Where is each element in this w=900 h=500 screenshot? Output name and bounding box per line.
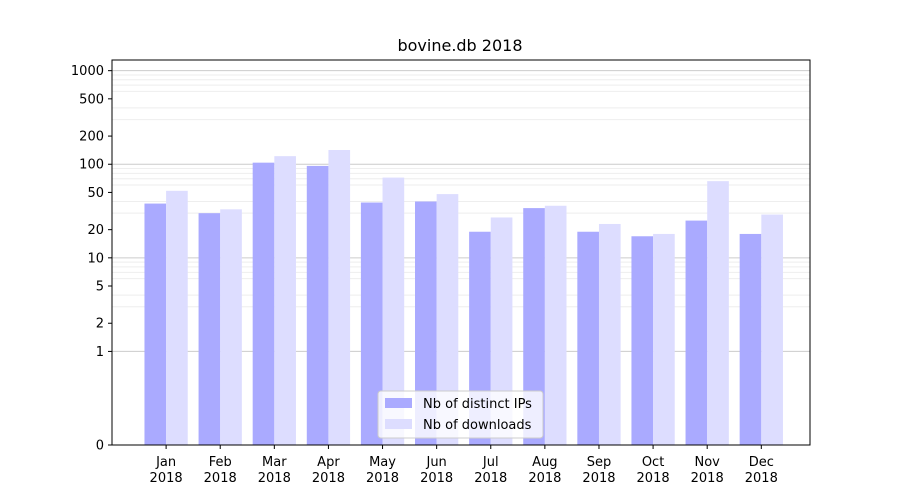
bar-ips <box>144 203 167 445</box>
bar-downloads <box>328 149 351 445</box>
x-tick-label: Sep 2018 <box>582 455 615 486</box>
y-tick-label: 0 <box>96 439 104 454</box>
y-axis: 0 1 2 5 10 20 50 100 200 500 1000 <box>71 64 112 454</box>
x-tick-label: Jul 2018 <box>474 455 507 486</box>
x-tick-label: Mar 2018 <box>258 455 291 486</box>
y-tick-label: 200 <box>79 130 104 145</box>
x-tick-label: Aug 2018 <box>528 455 561 486</box>
x-tick-label: Apr 2018 <box>312 455 345 486</box>
bar-downloads <box>382 177 405 446</box>
bar-ips <box>360 202 383 445</box>
x-tick-label: Dec 2018 <box>745 455 778 486</box>
y-tick-label: 1 <box>96 345 104 360</box>
bar-downloads <box>544 205 567 445</box>
bar-downloads <box>274 156 296 445</box>
bar-ips <box>198 213 221 445</box>
bar-downloads <box>761 214 783 445</box>
bar-ips <box>685 220 708 445</box>
legend: Nb of distinct IPs Nb of downloads <box>377 390 544 439</box>
bar-ips <box>415 201 437 445</box>
x-tick-label: Jun 2018 <box>420 455 453 486</box>
y-tick-label: 2 <box>96 317 104 332</box>
bar-ips <box>631 236 654 445</box>
bars-layer <box>144 149 783 446</box>
x-tick-label: Nov 2018 <box>691 455 724 486</box>
legend-label: Nb of distinct IPs <box>423 397 532 412</box>
bar-downloads <box>490 217 513 445</box>
y-tick-label: 10 <box>87 251 104 266</box>
y-tick-label: 20 <box>87 223 104 238</box>
bar-ips <box>523 208 545 445</box>
y-tick-label: 50 <box>87 186 104 201</box>
y-tick-label: 100 <box>79 158 104 173</box>
bar-ips <box>306 165 329 445</box>
x-axis: Jan 2018 Feb 2018 Mar 2018 Apr 2018 May 2018 Jun 20… <box>150 445 778 486</box>
legend-swatch <box>385 419 412 429</box>
legend-swatch <box>385 398 412 408</box>
bar-ips <box>252 162 275 445</box>
legend-box <box>377 390 544 439</box>
bar-ips <box>739 233 762 445</box>
legend-label: Nb of downloads <box>423 418 532 433</box>
plot-frame <box>111 59 811 446</box>
y-tick-label: 1000 <box>71 64 104 79</box>
x-tick-label: Oct 2018 <box>637 455 670 486</box>
bar-downloads <box>598 223 621 445</box>
bar-downloads <box>220 209 242 445</box>
bar-downloads <box>707 181 729 445</box>
y-tick-label: 5 <box>96 280 104 295</box>
chart-title: bovine.db 2018 <box>397 36 522 55</box>
bar-downloads <box>653 233 675 445</box>
x-tick-label: Feb 2018 <box>204 455 237 486</box>
bar-downloads <box>166 190 188 445</box>
x-tick-label: Jan 2018 <box>150 455 183 486</box>
y-tick-label: 500 <box>79 92 104 107</box>
bar-downloads <box>436 194 459 445</box>
x-tick-label: May 2018 <box>366 455 399 486</box>
bar-ips <box>577 231 599 445</box>
